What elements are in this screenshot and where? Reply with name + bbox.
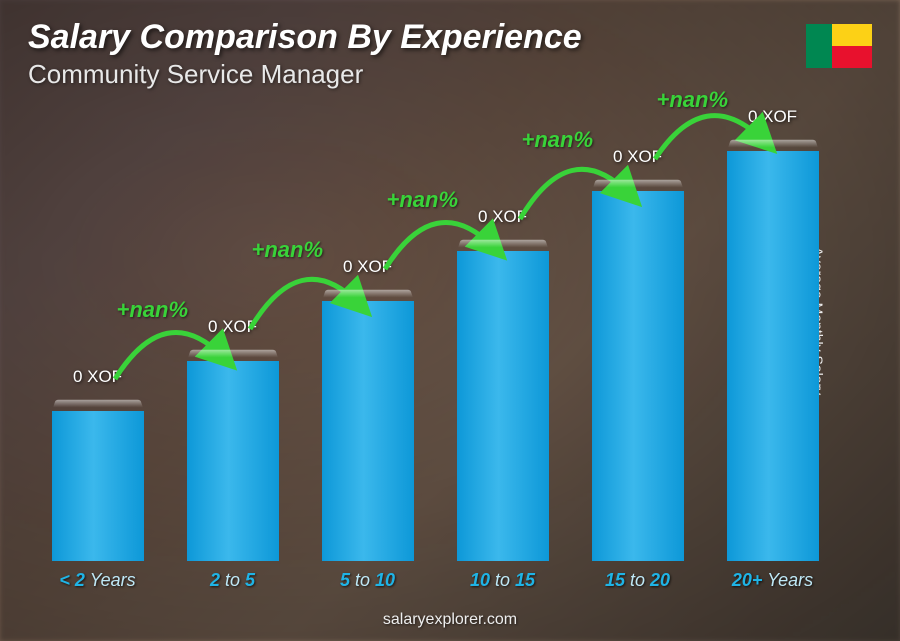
flag-yellow-stripe <box>832 24 872 46</box>
bar-cap <box>727 140 819 151</box>
bar-body <box>727 151 819 561</box>
bar-group: 0 XOF <box>36 395 159 561</box>
bar-group: 0 XOF +nan% <box>171 345 294 561</box>
bar-cap <box>592 180 684 191</box>
bar-group: 0 XOF +nan% <box>441 235 564 561</box>
bar: 0 XOF +nan% <box>727 135 819 561</box>
xaxis-label: 10 to 15 <box>435 570 570 591</box>
bar: 0 XOF +nan% <box>322 285 414 561</box>
growth-pct-label: +nan% <box>252 237 324 263</box>
bar-cap <box>322 290 414 301</box>
bar: 0 XOF +nan% <box>457 235 549 561</box>
bar-value-label: 0 XOF <box>592 147 684 167</box>
page-subtitle: Community Service Manager <box>28 59 582 90</box>
growth-pct-label: +nan% <box>117 297 189 323</box>
xaxis-label: 5 to 10 <box>300 570 435 591</box>
xaxis-label: 20+ Years <box>705 570 840 591</box>
page-title: Salary Comparison By Experience <box>28 18 582 57</box>
bar: 0 XOF +nan% <box>592 175 684 561</box>
bar-value-label: 0 XOF <box>52 367 144 387</box>
bar-body <box>592 191 684 561</box>
xaxis-label: 15 to 20 <box>570 570 705 591</box>
flag-green-stripe <box>806 24 832 68</box>
flag-benin <box>806 24 872 68</box>
xaxis-label: < 2 Years <box>30 570 165 591</box>
bar-chart: 0 XOF0 XOF +nan%0 XOF +nan%0 XOF +nan% <box>30 121 840 561</box>
bar-group: 0 XOF +nan% <box>306 285 429 561</box>
growth-pct-label: +nan% <box>387 187 459 213</box>
flag-red-stripe <box>832 46 872 68</box>
bar-body <box>457 251 549 561</box>
growth-pct-label: +nan% <box>657 87 729 113</box>
bar-value-label: 0 XOF <box>727 107 819 127</box>
bar-body <box>52 411 144 561</box>
bar-value-label: 0 XOF <box>187 317 279 337</box>
bar: 0 XOF +nan% <box>187 345 279 561</box>
bar-group: 0 XOF +nan% <box>576 175 699 561</box>
bar-group: 0 XOF +nan% <box>711 135 834 561</box>
xaxis-label: 2 to 5 <box>165 570 300 591</box>
xaxis: < 2 Years2 to 55 to 1010 to 1515 to 2020… <box>30 570 840 591</box>
bar-cap <box>187 350 279 361</box>
bar-body <box>322 301 414 561</box>
bar-value-label: 0 XOF <box>322 257 414 277</box>
bar-body <box>187 361 279 561</box>
title-block: Salary Comparison By Experience Communit… <box>28 18 582 90</box>
bar-cap <box>52 400 144 411</box>
bar: 0 XOF <box>52 395 144 561</box>
footer-attribution: salaryexplorer.com <box>0 611 900 629</box>
growth-pct-label: +nan% <box>522 127 594 153</box>
bar-cap <box>457 240 549 251</box>
bar-value-label: 0 XOF <box>457 207 549 227</box>
